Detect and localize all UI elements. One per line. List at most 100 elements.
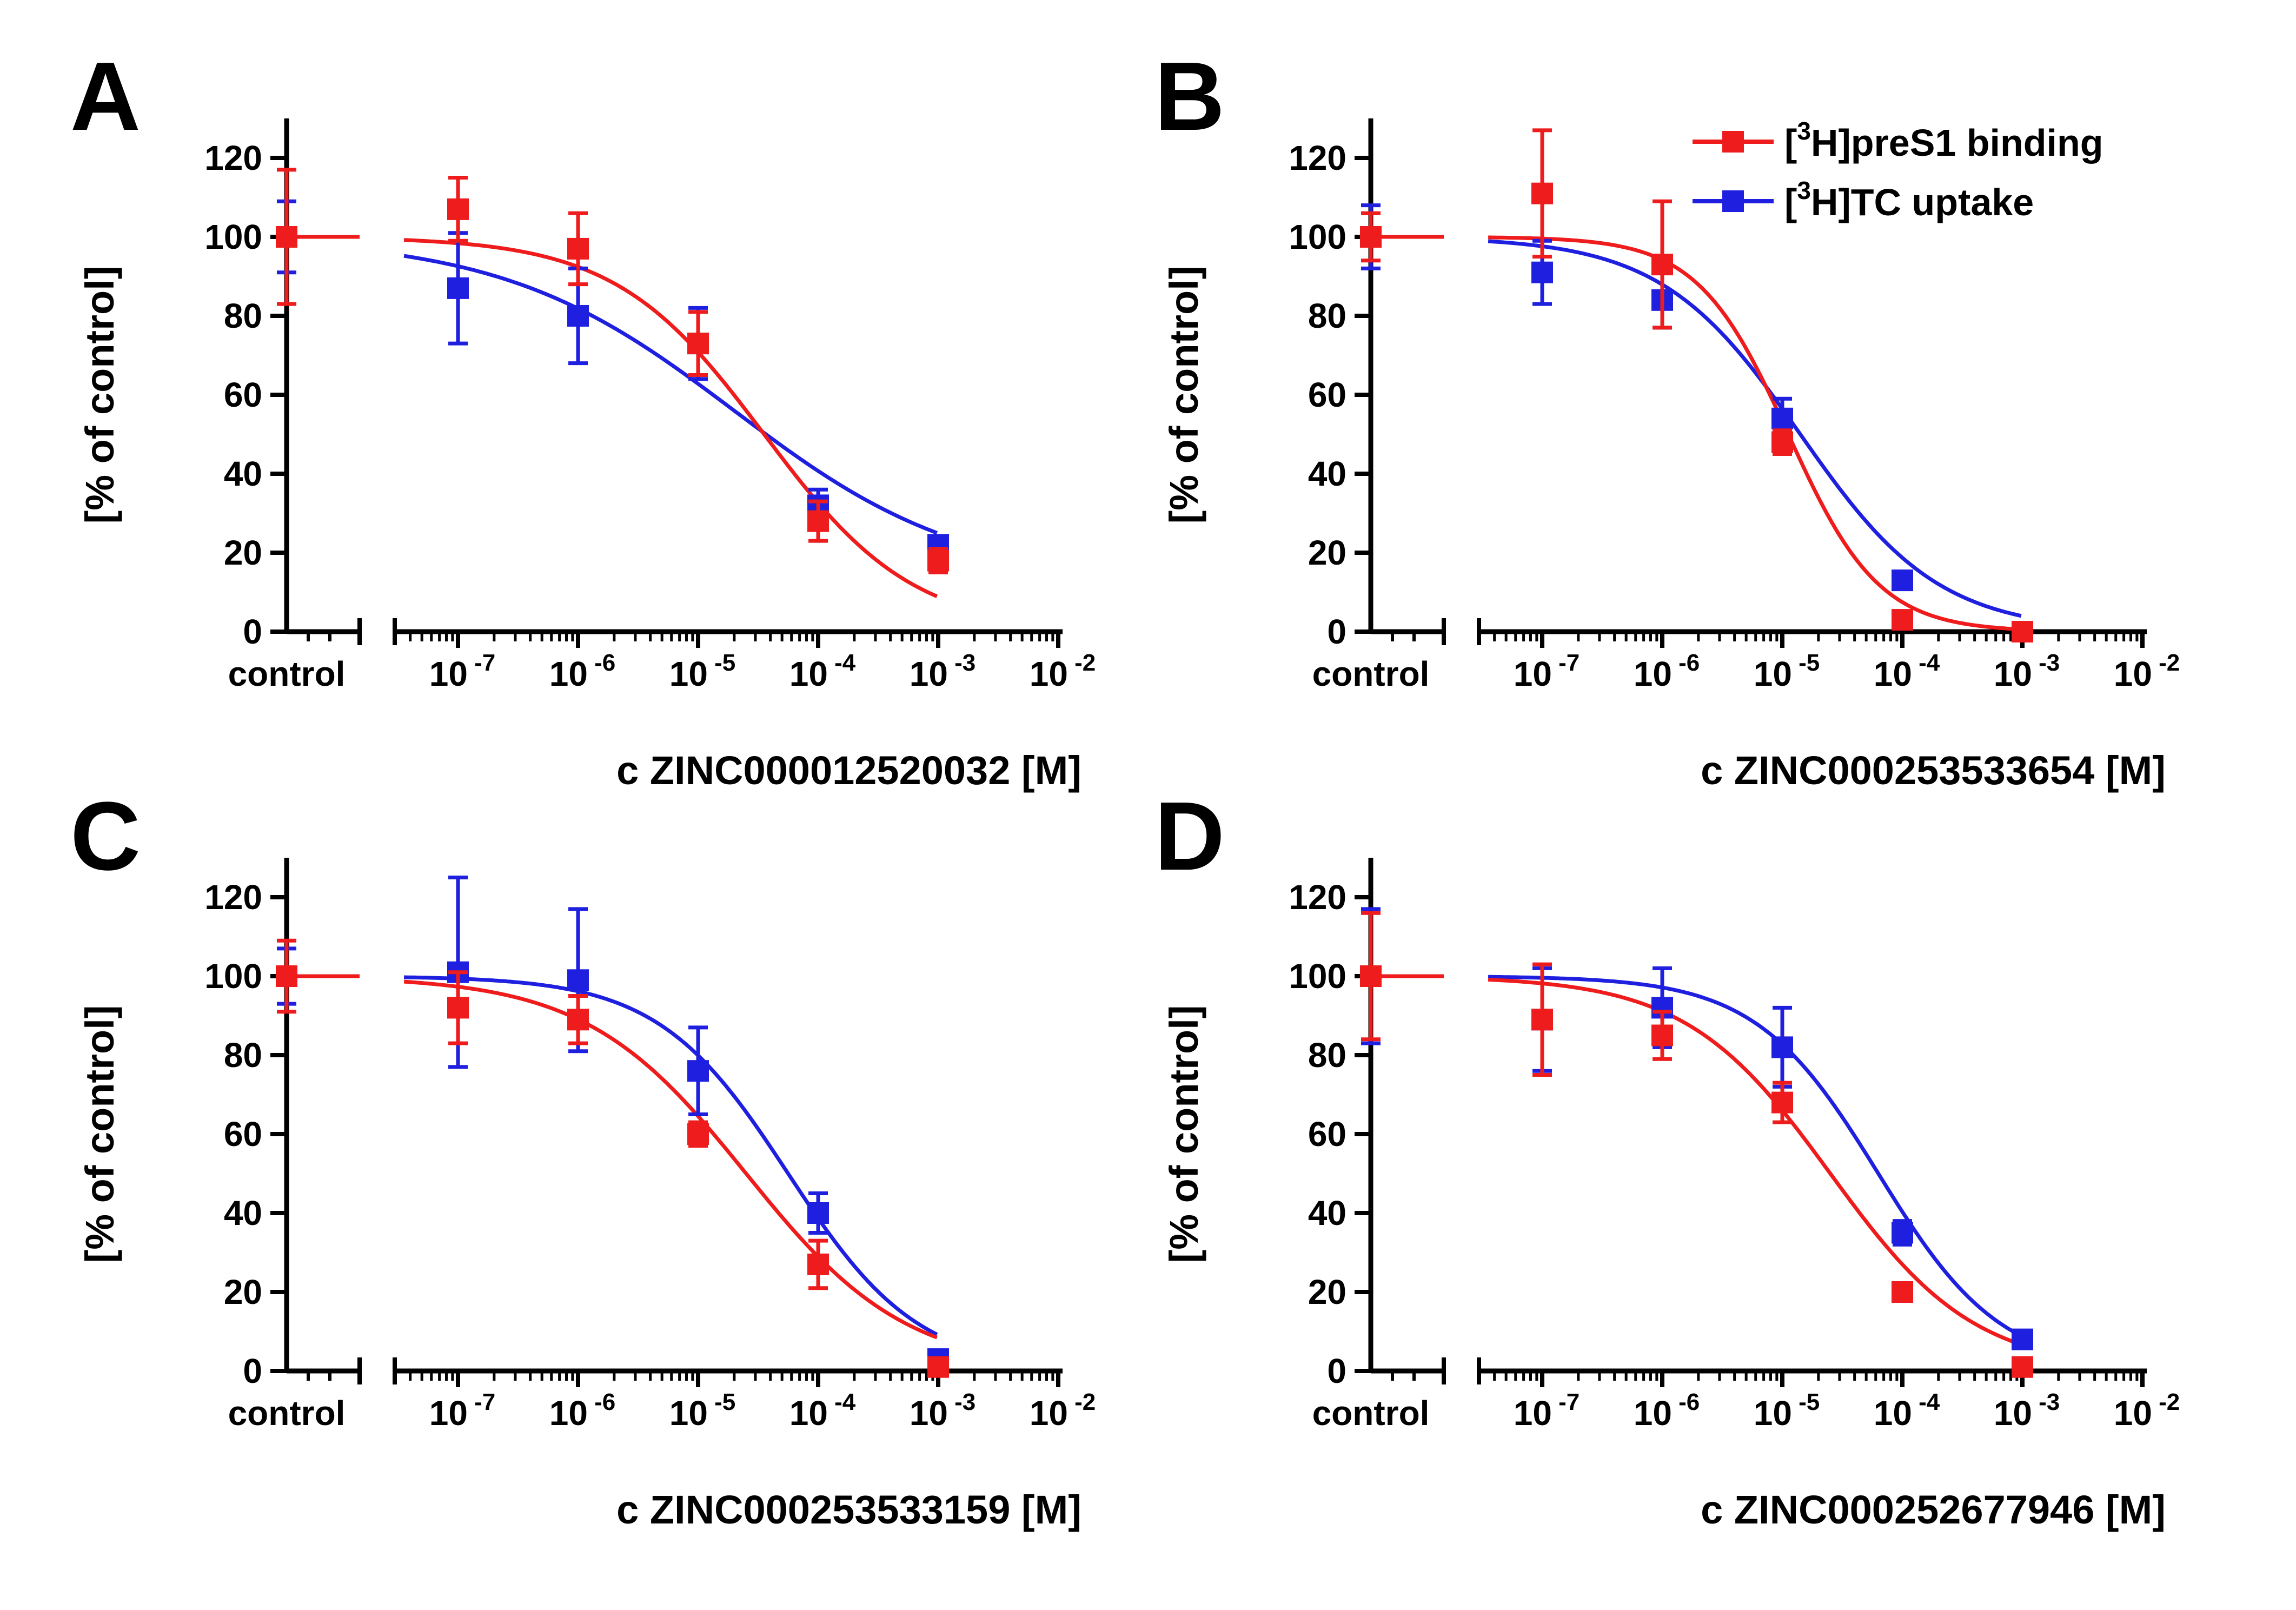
fit-curve-red xyxy=(1488,235,2021,632)
x-tick-label: 10 -3 xyxy=(910,650,976,693)
y-tick-label: 0 xyxy=(1327,1351,1346,1390)
x-tick-label: 10 -3 xyxy=(910,1389,976,1433)
fit-curve-red xyxy=(404,238,938,598)
panel-c: C 0 20 40 60 80 100 120 [% of control] control 10 … xyxy=(70,782,1096,1532)
x-tick-label-control: control xyxy=(1312,1394,1430,1433)
data-point-red xyxy=(1771,1091,1793,1114)
x-axis-title: c ZINC000253533654 [M] xyxy=(1701,748,2166,793)
legend-marker-blue xyxy=(1722,190,1744,212)
x-tick-label: 10 -7 xyxy=(1514,650,1580,693)
y-tick-label: 40 xyxy=(224,1194,262,1233)
x-axis-title: c ZINC000253533159 [M] xyxy=(616,1487,1081,1532)
x-tick-label: 10 -6 xyxy=(549,650,616,693)
panel-letter: A xyxy=(70,42,141,151)
x-tick-label: 10 -4 xyxy=(789,1389,856,1433)
x-tick-label: 10 -4 xyxy=(789,650,856,693)
x-tick-label: 10 -2 xyxy=(1030,650,1096,693)
y-tick-label: 40 xyxy=(224,454,262,493)
x-tick-label: 10 -5 xyxy=(669,1389,736,1433)
x-tick-label: 10 -2 xyxy=(1030,1389,1096,1433)
legend-label-red: [3H]preS1 binding xyxy=(1784,117,2103,164)
x-tick-label: 10 -4 xyxy=(1874,1389,1940,1433)
data-point-blue xyxy=(1771,1036,1793,1058)
x-tick-label: 10 -5 xyxy=(1754,650,1820,693)
fit-curve-red xyxy=(1488,977,2022,1347)
y-tick-label: 20 xyxy=(224,533,262,572)
y-tick-label: 100 xyxy=(204,217,262,256)
y-axis-title: [% of control] xyxy=(1162,1005,1206,1263)
y-tick-label: 80 xyxy=(1308,296,1346,335)
y-tick-label: 60 xyxy=(224,1115,262,1154)
data-point-red xyxy=(1892,609,1913,631)
y-tick-label: 0 xyxy=(1327,612,1346,651)
data-point-red xyxy=(1892,1281,1913,1303)
fit-curve-blue xyxy=(404,975,938,1336)
y-tick-label: 40 xyxy=(1308,1194,1346,1233)
data-point-blue xyxy=(2012,1328,2033,1350)
y-tick-label: 20 xyxy=(1308,533,1346,572)
fit-curve-blue xyxy=(403,254,938,535)
data-point-red xyxy=(567,1009,589,1031)
panel-d: D 0 20 40 60 80 100 120 [% of control] control 10 … xyxy=(1154,782,2180,1532)
data-point-red xyxy=(807,1253,829,1275)
y-tick-label: 80 xyxy=(224,296,262,335)
x-tick-label: 10 -6 xyxy=(1634,650,1700,693)
y-tick-label: 80 xyxy=(224,1036,262,1075)
x-tick-label: 10 -7 xyxy=(429,1389,496,1433)
data-point-blue xyxy=(807,1202,829,1224)
x-tick-label: 10 -5 xyxy=(1754,1389,1820,1433)
y-axis-title: [% of control] xyxy=(77,266,122,524)
y-tick-label: 120 xyxy=(1289,138,1346,177)
data-point-blue xyxy=(1892,1222,1913,1244)
x-tick-label: 10 -4 xyxy=(1874,650,1940,693)
y-tick-label: 120 xyxy=(204,138,262,177)
data-point-red xyxy=(1771,431,1793,453)
x-tick-label-control: control xyxy=(228,1394,346,1433)
x-tick-label: 10 -7 xyxy=(1514,1389,1580,1433)
data-point-red xyxy=(1360,226,1382,248)
y-axis-title: [% of control] xyxy=(77,1005,122,1263)
legend-marker-red xyxy=(1722,131,1744,153)
data-point-red xyxy=(687,333,709,355)
x-tick-label: 10 -3 xyxy=(1994,650,2060,693)
data-point-blue xyxy=(1892,569,1913,592)
data-point-red xyxy=(1531,182,1553,204)
x-tick-label: 10 -2 xyxy=(2114,1389,2180,1433)
data-point-red xyxy=(927,549,949,572)
y-tick-label: 0 xyxy=(243,612,262,651)
y-tick-label: 100 xyxy=(204,957,262,996)
data-point-red xyxy=(447,198,469,220)
y-tick-label: 120 xyxy=(1289,878,1346,917)
x-tick-label: 10 -6 xyxy=(549,1389,616,1433)
data-point-red xyxy=(1651,1024,1673,1046)
data-point-blue xyxy=(567,305,589,327)
data-point-red xyxy=(1360,965,1382,987)
x-tick-label-control: control xyxy=(228,654,346,693)
y-tick-label: 60 xyxy=(224,375,262,414)
data-point-red xyxy=(687,1123,709,1145)
fit-curve-blue xyxy=(1488,975,2022,1338)
x-axis-title: c ZINC000012520032 [M] xyxy=(616,748,1081,793)
y-tick-label: 100 xyxy=(1289,217,1346,256)
y-tick-label: 0 xyxy=(243,1351,262,1390)
fit-curve-red xyxy=(403,979,938,1340)
x-axis-title: c ZINC000252677946 [M] xyxy=(1701,1487,2166,1532)
x-tick-label: 10 -7 xyxy=(429,650,496,693)
y-tick-label: 60 xyxy=(1308,375,1346,414)
data-point-blue xyxy=(1771,407,1793,429)
y-tick-label: 80 xyxy=(1308,1036,1346,1075)
y-tick-label: 60 xyxy=(1308,1115,1346,1154)
y-tick-label: 120 xyxy=(204,878,262,917)
y-tick-label: 20 xyxy=(224,1273,262,1311)
panel-a: A 0 20 40 60 80 100 120 [% of control] control 10 … xyxy=(70,42,1096,793)
data-point-red xyxy=(2012,1356,2033,1378)
y-tick-label: 40 xyxy=(1308,454,1346,493)
x-tick-label: 10 -6 xyxy=(1634,1389,1700,1433)
data-point-blue xyxy=(567,969,589,991)
x-tick-label: 10 -3 xyxy=(1994,1389,2060,1433)
panel-letter: B xyxy=(1154,42,1225,151)
panel-letter: D xyxy=(1154,782,1225,891)
fit-curve-blue xyxy=(1488,239,2022,618)
data-point-blue xyxy=(447,277,469,299)
